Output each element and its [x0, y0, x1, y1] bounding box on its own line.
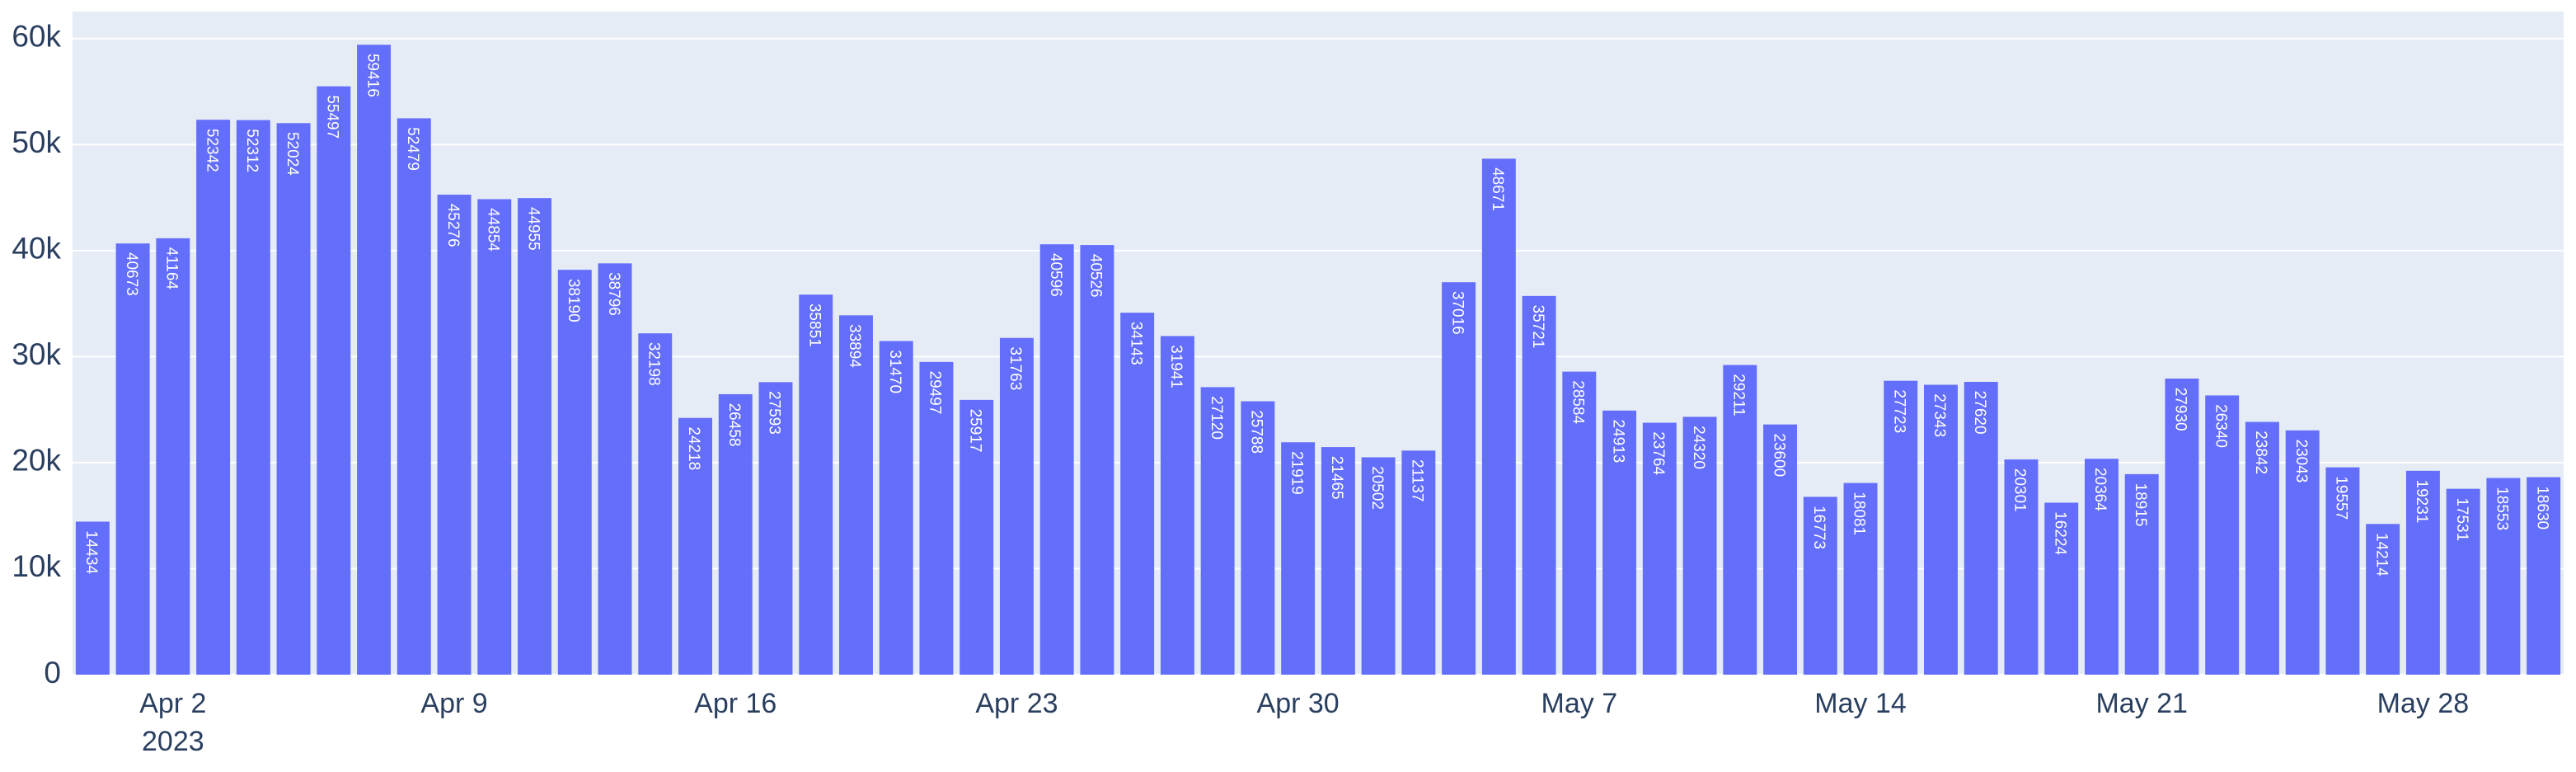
svg-text:27723: 27723 [1890, 389, 1907, 433]
svg-text:50k: 50k [12, 125, 61, 159]
svg-text:32198: 32198 [645, 342, 662, 386]
svg-text:18630: 18630 [2533, 486, 2550, 530]
svg-text:Apr 23: Apr 23 [975, 688, 1058, 719]
svg-text:40526: 40526 [1087, 254, 1105, 298]
svg-text:14214: 14214 [2372, 533, 2390, 577]
svg-text:52479: 52479 [404, 127, 421, 171]
svg-text:Apr 9: Apr 9 [420, 688, 487, 719]
svg-text:21137: 21137 [1409, 459, 1426, 501]
svg-text:24320: 24320 [1690, 426, 1707, 469]
svg-text:18553: 18553 [2494, 487, 2511, 530]
svg-text:20k: 20k [12, 444, 61, 478]
svg-text:19557: 19557 [2333, 476, 2350, 520]
svg-text:18915: 18915 [2132, 483, 2149, 527]
svg-text:30k: 30k [12, 337, 61, 371]
svg-text:Apr 16: Apr 16 [694, 688, 777, 719]
svg-text:31941: 31941 [1167, 345, 1185, 388]
svg-text:35851: 35851 [805, 304, 823, 347]
svg-text:20301: 20301 [2011, 468, 2029, 512]
svg-text:44955: 44955 [524, 207, 542, 251]
svg-text:34143: 34143 [1127, 322, 1144, 365]
svg-text:14434: 14434 [82, 530, 100, 574]
svg-text:23600: 23600 [1770, 433, 1787, 477]
svg-text:24218: 24218 [685, 426, 702, 470]
svg-text:27930: 27930 [2172, 388, 2189, 431]
svg-text:10k: 10k [12, 549, 61, 583]
svg-text:25917: 25917 [966, 409, 983, 453]
svg-text:38796: 38796 [605, 272, 622, 316]
svg-text:May 14: May 14 [1814, 688, 1907, 719]
svg-text:24913: 24913 [1609, 419, 1626, 463]
svg-text:29497: 29497 [927, 371, 944, 415]
svg-text:Apr 30: Apr 30 [1257, 688, 1340, 719]
svg-text:52312: 52312 [243, 129, 260, 172]
svg-text:27120: 27120 [1208, 396, 1225, 440]
svg-text:23764: 23764 [1649, 431, 1667, 475]
svg-text:52024: 52024 [284, 132, 301, 176]
svg-text:19231: 19231 [2413, 480, 2430, 524]
svg-text:40596: 40596 [1047, 253, 1064, 297]
svg-text:18081: 18081 [1851, 492, 1868, 535]
svg-text:44854: 44854 [485, 208, 502, 252]
svg-text:29211: 29211 [1730, 374, 1748, 416]
svg-text:20502: 20502 [1368, 466, 1386, 510]
svg-text:55497: 55497 [324, 95, 341, 139]
svg-text:Apr 2: Apr 2 [139, 688, 206, 719]
svg-text:40673: 40673 [123, 252, 140, 296]
svg-text:31470: 31470 [886, 350, 903, 393]
svg-text:48671: 48671 [1489, 167, 1506, 211]
svg-text:May 7: May 7 [1541, 688, 1618, 719]
svg-text:16224: 16224 [2051, 511, 2068, 555]
svg-text:23842: 23842 [2252, 431, 2269, 474]
svg-text:38190: 38190 [565, 279, 582, 322]
svg-text:60k: 60k [12, 20, 61, 54]
svg-text:23043: 23043 [2292, 440, 2310, 483]
svg-text:27343: 27343 [1931, 393, 1948, 437]
svg-text:16773: 16773 [1810, 506, 1828, 549]
svg-text:59416: 59416 [364, 54, 381, 97]
svg-text:May 28: May 28 [2377, 688, 2470, 719]
svg-text:35721: 35721 [1529, 305, 1546, 349]
svg-text:21465: 21465 [1328, 456, 1345, 500]
svg-text:27593: 27593 [766, 391, 783, 435]
svg-text:31763: 31763 [1006, 346, 1024, 390]
svg-text:40k: 40k [12, 232, 61, 266]
svg-text:0: 0 [44, 656, 61, 690]
svg-text:28584: 28584 [1570, 380, 1587, 424]
svg-text:52342: 52342 [203, 129, 220, 172]
svg-text:May 21: May 21 [2095, 688, 2188, 719]
svg-text:41164: 41164 [163, 247, 181, 290]
svg-text:26340: 26340 [2212, 404, 2229, 448]
svg-text:45276: 45276 [444, 204, 462, 247]
svg-text:2023: 2023 [142, 726, 204, 757]
svg-text:25788: 25788 [1248, 410, 1265, 454]
svg-text:21919: 21919 [1288, 451, 1305, 495]
svg-text:27620: 27620 [1971, 391, 1988, 435]
svg-text:37016: 37016 [1448, 291, 1466, 335]
svg-text:17531: 17531 [2453, 497, 2470, 541]
svg-text:33894: 33894 [846, 324, 863, 368]
svg-text:20364: 20364 [2091, 468, 2109, 511]
svg-text:26458: 26458 [725, 403, 743, 447]
